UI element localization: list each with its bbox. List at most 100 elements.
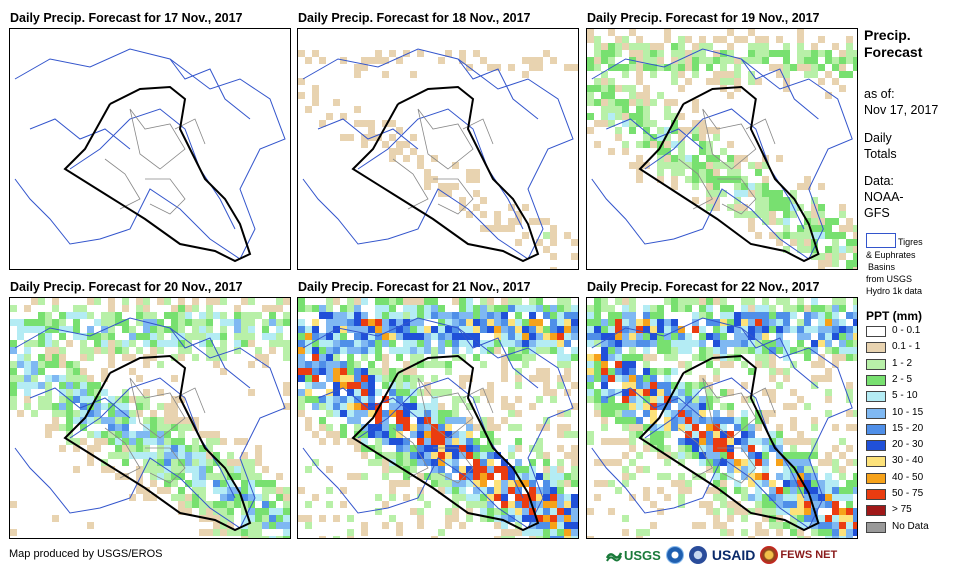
precip-map <box>298 298 578 538</box>
province-border <box>145 178 186 215</box>
ppt-legend-label: 10 - 15 <box>892 406 924 418</box>
precip-map <box>298 48 578 269</box>
totals-line2: Totals <box>864 147 897 161</box>
basin-outline <box>14 317 286 529</box>
country-border <box>638 354 820 532</box>
ppt-legend-swatch <box>866 423 886 435</box>
province-border <box>392 158 429 210</box>
legend-title-line2: Forecast <box>864 44 923 60</box>
basin-outline <box>591 317 853 529</box>
province-border <box>745 118 776 145</box>
basin-outline <box>14 48 286 260</box>
legend-title-line1: Precip. <box>864 27 911 43</box>
province-border <box>678 158 713 210</box>
ppt-legend-label: 5 - 10 <box>892 390 918 402</box>
map-panel-5 <box>297 297 579 539</box>
province-border <box>678 427 713 479</box>
precip-map <box>587 298 857 538</box>
province-border <box>417 377 474 439</box>
province-border <box>174 118 206 145</box>
province-border <box>417 108 474 170</box>
totals-block: Daily Totals <box>864 130 897 162</box>
province-border <box>433 178 474 215</box>
legend-title: Precip. Forecast <box>864 27 922 61</box>
ppt-legend-item: 30 - 40 <box>866 455 956 468</box>
precip-map <box>587 29 857 269</box>
province-border <box>702 377 757 439</box>
panel-title-3: Daily Precip. Forecast for 19 Nov., 2017 <box>587 11 820 25</box>
ppt-legend-item: > 75 <box>866 504 956 517</box>
fewsnet-globe-icon <box>760 546 779 564</box>
basin-legend-line4: from USGS <box>866 274 913 284</box>
usgs-wave-icon <box>606 552 622 562</box>
precip-cells <box>298 50 578 269</box>
panel-title-6: Daily Precip. Forecast for 22 Nov., 2017 <box>587 280 820 294</box>
ppt-legend-swatch <box>866 505 886 517</box>
ppt-legend-swatch <box>866 326 886 337</box>
ppt-legend-swatch <box>866 521 886 533</box>
basin-outline <box>169 327 251 389</box>
province-border <box>702 108 757 170</box>
basin-outline <box>644 108 805 230</box>
ppt-legend-item: 5 - 10 <box>866 390 956 403</box>
data-source-block: Data: NOAA- GFS <box>864 173 904 221</box>
precip-cells <box>587 298 857 538</box>
province-border <box>129 377 186 439</box>
ppt-legend-label: 2 - 5 <box>892 373 913 385</box>
basin-outline <box>69 108 236 230</box>
country-border <box>638 85 820 263</box>
basin-outline <box>644 377 805 499</box>
basin-legend-swatch <box>866 233 896 248</box>
ppt-legend-label: No Data <box>892 520 929 532</box>
precip-map <box>14 48 286 263</box>
ppt-legend-title: PPT (mm) <box>866 309 923 323</box>
map-panel-6 <box>586 297 858 539</box>
ppt-legend-swatch <box>866 358 886 370</box>
ppt-legend-label: > 75 <box>892 504 912 516</box>
fewsnet-logo: FEWS NET <box>760 546 837 564</box>
panel-title-1: Daily Precip. Forecast for 17 Nov., 2017 <box>10 11 243 25</box>
map-panel-4 <box>9 297 291 539</box>
basin-outline <box>357 377 524 499</box>
panel-title-2: Daily Precip. Forecast for 18 Nov., 2017 <box>298 11 531 25</box>
basin-outline <box>357 108 524 230</box>
data-source-line1: Data: <box>864 174 894 188</box>
ppt-legend-swatch <box>866 407 886 419</box>
fewsnet-logo-text: FEWS NET <box>780 549 838 561</box>
ppt-legend-item: 2 - 5 <box>866 373 956 387</box>
panel-title-5: Daily Precip. Forecast for 21 Nov., 2017 <box>298 280 531 294</box>
ppt-legend-item: 0 - 0.1 <box>866 325 956 338</box>
ppt-legend-swatch <box>866 342 886 354</box>
data-source-line3: GFS <box>864 206 890 220</box>
ppt-legend-swatch <box>866 472 886 484</box>
map-credit: Map produced by USGS/EROS <box>9 548 163 560</box>
ppt-legend-label: 40 - 50 <box>892 471 924 483</box>
panel-title-4: Daily Precip. Forecast for 20 Nov., 2017 <box>10 280 243 294</box>
map-panel-3 <box>586 28 858 270</box>
noaa-seal-icon <box>665 546 684 564</box>
basin-outline <box>740 58 819 120</box>
logo-strip: USGS USAID FEWS NET <box>606 542 837 568</box>
province-border <box>104 427 141 479</box>
basin-outline <box>457 327 539 389</box>
ppt-legend-label: 0.1 - 1 <box>892 341 921 353</box>
ppt-legend-item: 20 - 30 <box>866 439 956 452</box>
ppt-legend-label: 50 - 75 <box>892 488 924 499</box>
basin-outline <box>29 387 131 419</box>
usaid-logo-text: USAID <box>711 547 756 563</box>
ppt-legend-swatch <box>866 391 886 403</box>
basin-outline <box>317 118 419 150</box>
province-border <box>104 158 141 210</box>
basin-legend-line3: Basins <box>868 262 896 272</box>
basin-outline <box>591 48 853 260</box>
ppt-legend-item: 50 - 75 <box>866 488 956 501</box>
basin-outline <box>169 58 251 120</box>
country-border <box>351 85 540 263</box>
province-border <box>462 118 494 145</box>
province-border <box>433 447 474 484</box>
ppt-legend-label: 0 - 0.1 <box>892 325 921 336</box>
ppt-legend-swatch <box>866 374 886 386</box>
ppt-legend-item: 10 - 15 <box>866 406 956 420</box>
ppt-legend-swatch <box>866 489 886 500</box>
ppt-legend-swatch <box>866 456 886 468</box>
